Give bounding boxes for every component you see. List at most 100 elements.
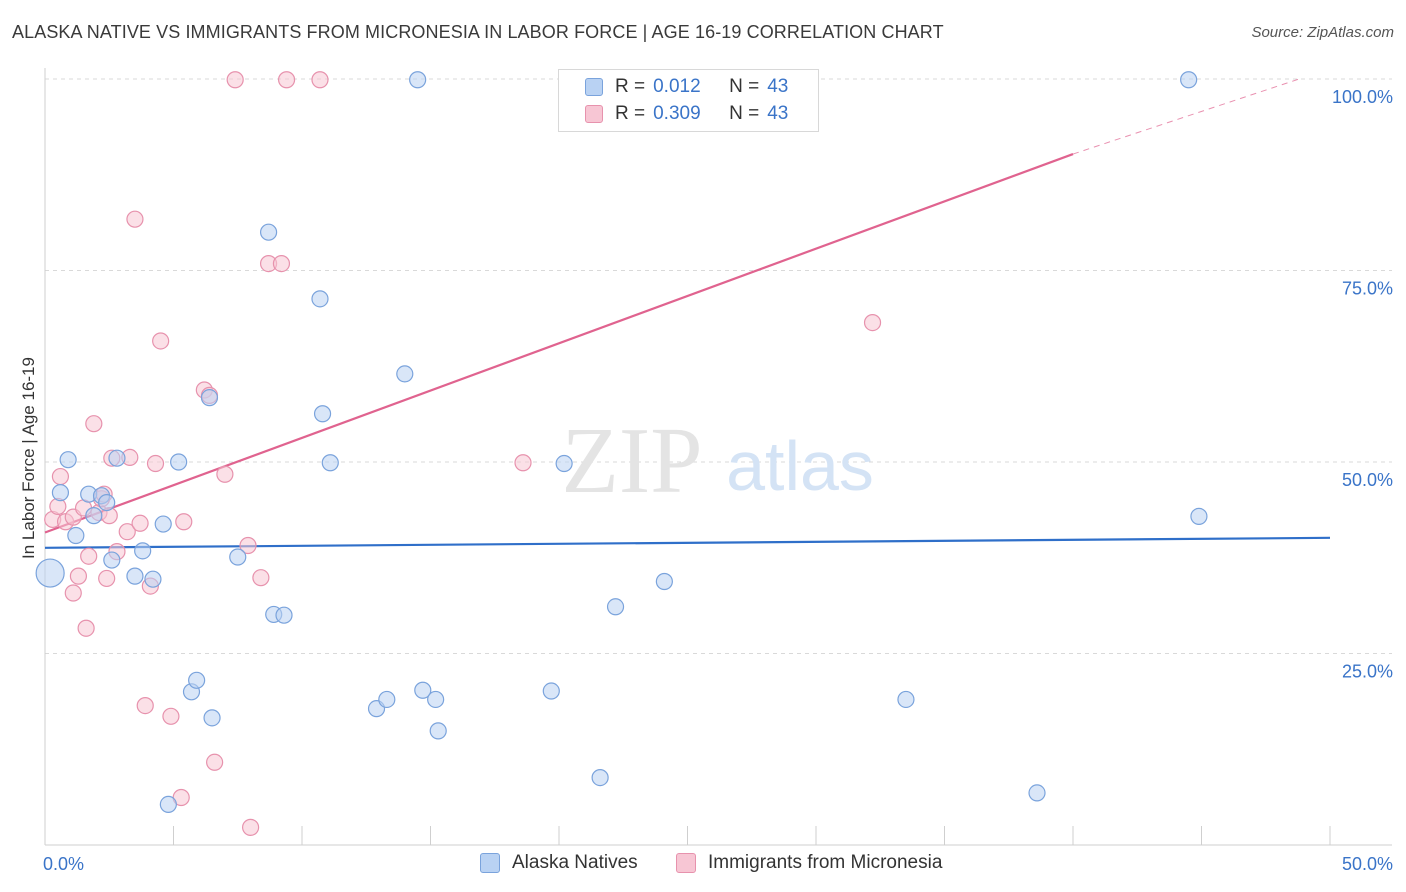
data-point-alaska: [311, 290, 329, 308]
data-point-alaska: [67, 526, 85, 545]
data-point-micronesia: [239, 536, 257, 555]
data-point-micronesia: [136, 696, 154, 715]
data-point-alaska: [35, 558, 65, 588]
data-point-alaska: [897, 690, 915, 709]
legend-r-label: R =: [615, 103, 646, 124]
data-point-alaska: [414, 681, 432, 699]
data-point-alaska: [655, 572, 673, 591]
data-point-alaska: [203, 709, 221, 727]
legend-r-label: R =: [615, 76, 646, 97]
gridlines: [45, 78, 1392, 654]
stats-legend: R = 0.012 N = 43 R = 0.309 N = 43: [558, 69, 819, 132]
data-point-alaska: [108, 449, 126, 467]
data-point-alaska: [259, 223, 278, 241]
legend-swatch-blue: [480, 853, 500, 873]
legend-r-value: 0.309: [653, 103, 701, 124]
data-point-micronesia: [272, 255, 291, 273]
data-point-micronesia: [98, 569, 116, 588]
x-tick-label: 0.0%: [43, 854, 84, 874]
trend-lines: [44, 78, 1331, 549]
data-point-alaska: [396, 365, 414, 383]
y-tick-label: 25.0%: [1342, 662, 1393, 682]
data-point-micronesia: [118, 523, 136, 541]
data-point-micronesia: [242, 818, 260, 836]
legend-n-value: 43: [767, 103, 789, 124]
data-point-micronesia: [51, 467, 70, 486]
y-tick-label: 50.0%: [1342, 470, 1393, 490]
data-point-micronesia: [64, 584, 82, 602]
data-point-alaska: [200, 389, 219, 407]
watermark-zip: ZIP: [562, 409, 703, 513]
data-point-alaska: [555, 454, 573, 473]
legend-item-micronesia: Immigrants from Micronesia: [676, 852, 942, 874]
data-point-alaska: [1190, 507, 1208, 525]
data-point-alaska: [427, 690, 445, 709]
data-point-micronesia: [146, 454, 165, 473]
data-point-micronesia: [131, 514, 149, 532]
data-point-micronesia: [77, 619, 95, 637]
trend-line-alaska: [44, 536, 1331, 549]
y-axis-label-group: In Labor Force | Age 16-19: [19, 357, 38, 559]
data-point-alaska: [313, 405, 332, 423]
legend-n-label: N =: [729, 76, 760, 97]
legend-label-alaska-natives: Alaska Natives: [512, 852, 638, 873]
y-axis-label: In Labor Force | Age 16-19: [19, 357, 38, 559]
legend-swatch-pink: [585, 105, 603, 123]
source-credit: Source: ZipAtlas.com: [1251, 24, 1394, 41]
y-tick-label: 100.0%: [1332, 87, 1393, 107]
data-point-micronesia: [85, 415, 103, 433]
data-point-alaska: [134, 542, 152, 560]
data-point-alaska: [378, 690, 396, 709]
legend-swatch-blue: [585, 78, 603, 96]
trend-line-micronesia: [44, 153, 1074, 534]
data-point-alaska: [85, 507, 103, 525]
data-point-micronesia: [206, 753, 224, 771]
data-point-micronesia: [152, 332, 170, 350]
legend-n-label: N =: [729, 103, 760, 124]
data-point-alaska: [591, 768, 609, 787]
data-point-micronesia: [311, 71, 329, 89]
data-point-alaska: [606, 598, 625, 616]
data-point-alaska: [154, 515, 172, 533]
data-point-micronesia: [80, 547, 98, 565]
data-point-alaska: [188, 671, 206, 689]
series-alaska-points: [35, 71, 1208, 814]
watermark: ZIP atlas: [562, 409, 874, 513]
tick-labels: 25.0% 50.0% 75.0% 100.0% 0.0% 50.0%: [43, 87, 1393, 874]
data-point-micronesia: [277, 71, 296, 89]
legend-n-value: 43: [767, 76, 789, 97]
legend-row-alaska: R = 0.012 N = 43: [585, 75, 788, 99]
data-point-alaska: [429, 722, 447, 740]
data-point-alaska: [98, 493, 116, 512]
data-point-micronesia: [514, 454, 532, 472]
chart-title: ALASKA NATIVE VS IMMIGRANTS FROM MICRONE…: [12, 22, 944, 42]
y-tick-label: 75.0%: [1342, 279, 1393, 299]
legend-r-value: 0.012: [653, 76, 701, 97]
legend-label-micronesia: Immigrants from Micronesia: [708, 852, 943, 873]
data-point-micronesia: [126, 210, 144, 228]
data-point-alaska: [144, 570, 162, 588]
data-point-alaska: [51, 484, 70, 502]
data-point-micronesia: [162, 707, 180, 725]
data-point-alaska: [321, 454, 339, 472]
data-point-alaska: [159, 795, 177, 814]
data-point-micronesia: [252, 569, 270, 587]
data-point-alaska: [409, 71, 427, 89]
trend-line-micronesia-extension: [1072, 78, 1300, 155]
axes: [44, 68, 1392, 846]
data-point-alaska: [1028, 784, 1046, 802]
legend-row-micronesia: R = 0.309 N = 43: [585, 102, 788, 126]
series-legend: Alaska Natives Immigrants from Micronesi…: [0, 852, 1406, 878]
data-point-micronesia: [175, 513, 193, 531]
data-point-alaska: [59, 451, 77, 469]
data-point-micronesia: [863, 313, 882, 332]
data-point-alaska: [1180, 71, 1198, 89]
data-point-alaska: [103, 551, 121, 569]
legend-swatch-pink: [676, 853, 696, 873]
legend-item-alaska-natives: Alaska Natives: [480, 852, 638, 874]
data-point-micronesia: [226, 71, 244, 89]
data-point-micronesia: [216, 465, 234, 483]
data-point-alaska: [275, 606, 293, 624]
data-point-alaska: [229, 548, 247, 566]
